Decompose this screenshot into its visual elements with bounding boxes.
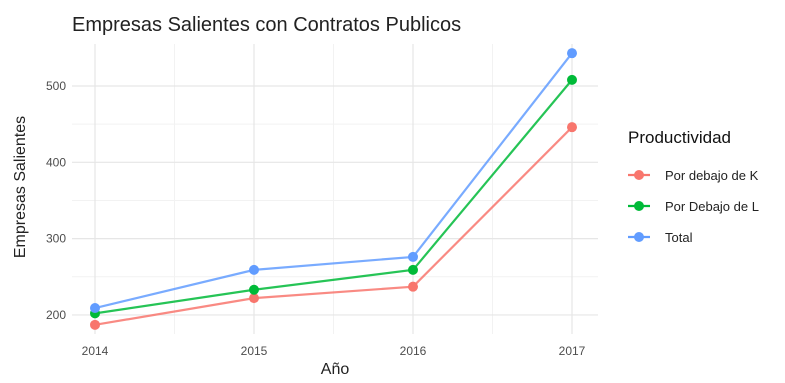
series-lines (90, 48, 577, 330)
legend-label: Por debajo de K (665, 168, 759, 183)
y-tick-label: 200 (46, 308, 66, 322)
legend-title: Productividad (628, 128, 731, 147)
x-tick-label: 2016 (400, 344, 427, 358)
data-point (90, 303, 100, 314)
legend-label: Total (665, 230, 693, 245)
data-point (408, 251, 418, 262)
legend: Productividad Por debajo de K Por Debajo … (628, 128, 759, 245)
series-line (94, 126, 573, 326)
x-tick-label: 2015 (241, 344, 268, 358)
series-line (94, 79, 573, 315)
x-tick-label: 2014 (82, 344, 109, 358)
grid (72, 44, 598, 334)
data-point (249, 264, 259, 275)
x-axis-title: Año (321, 361, 350, 378)
data-point (567, 74, 577, 85)
data-point (567, 48, 577, 59)
legend-item: Por Debajo de L (628, 199, 759, 214)
series-1 (90, 122, 577, 330)
legend-item: Por debajo de K (628, 168, 759, 183)
y-tick-label: 400 (46, 155, 66, 169)
x-tick-label: 2017 (559, 344, 586, 358)
data-point (567, 122, 577, 133)
legend-point-key (634, 232, 644, 242)
data-point (90, 319, 100, 330)
axis-ticks: 2014 2015 2016 2017 200 300 400 500 (46, 79, 586, 358)
y-tick-label: 300 (46, 232, 66, 246)
data-point (408, 264, 418, 275)
chart-title: Empresas Salientes con Contratos Publico… (72, 14, 461, 36)
data-point (408, 281, 418, 292)
series-3 (90, 48, 577, 314)
legend-point-key (634, 170, 644, 180)
legend-point-key (634, 201, 644, 211)
legend-item: Total (628, 230, 693, 245)
y-axis-title: Empresas Salientes (12, 116, 29, 258)
data-point (249, 284, 259, 295)
data-point (249, 293, 259, 304)
y-tick-label: 500 (46, 79, 66, 93)
series-line (94, 52, 573, 310)
legend-label: Por Debajo de L (665, 199, 759, 214)
